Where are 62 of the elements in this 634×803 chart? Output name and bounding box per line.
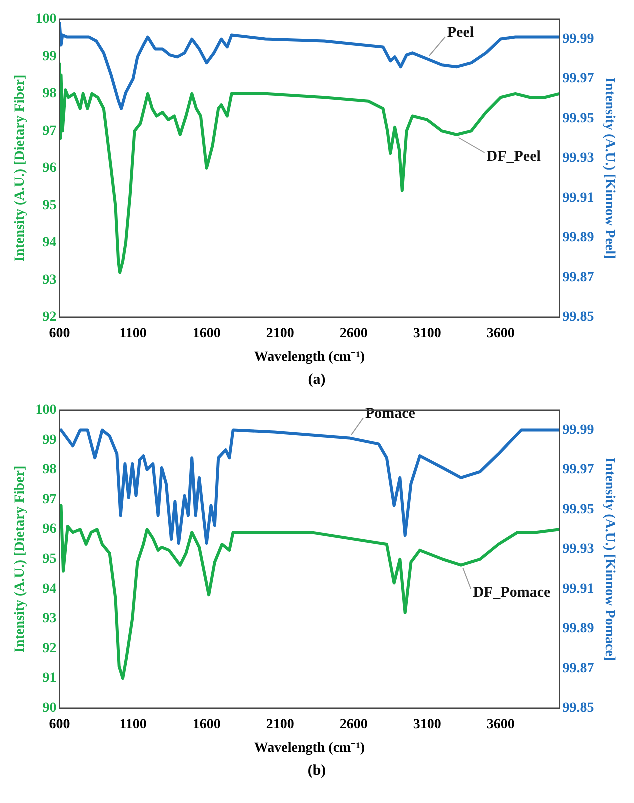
series-label: Peel <box>447 25 474 42</box>
x-tick-label: 2100 <box>266 717 294 732</box>
y2-tick-label: 99.95 <box>562 502 594 518</box>
y-tick-label: 97 <box>42 492 57 508</box>
x-tick-label: 1600 <box>192 717 221 732</box>
x-tick-label: 600 <box>49 326 70 342</box>
y-tick-label: 94 <box>42 236 57 251</box>
y-tick-label: 99 <box>42 432 57 448</box>
y-tick-label: 92 <box>42 310 57 326</box>
y2-tick-label: 99.87 <box>562 661 594 676</box>
y-tick-label: 95 <box>42 552 57 568</box>
y2-tick-label: 99.89 <box>562 622 594 637</box>
y-tick-label: 99 <box>42 49 57 64</box>
y2-tick-label: 99.99 <box>562 32 594 47</box>
y2-tick-label: 99.91 <box>562 190 594 206</box>
y2-tick-label: 99.85 <box>562 310 594 326</box>
y-tick-label: 95 <box>42 198 57 214</box>
x-tick-label: 2600 <box>340 326 368 342</box>
y-tick-label: 98 <box>42 86 57 102</box>
x-tick-label: 3100 <box>413 326 442 342</box>
y-tick-label: 90 <box>42 701 57 716</box>
x-tick-label: 3100 <box>413 717 442 732</box>
x-tick-label: 2100 <box>266 326 294 342</box>
y2-tick-label: 99.91 <box>562 582 594 597</box>
text: (b) <box>306 763 328 780</box>
text: (a) <box>307 372 327 389</box>
y-axis-title: Intensity (A.U.) [Dietary Fiber] <box>13 466 28 653</box>
x-tick-label: 600 <box>49 717 70 732</box>
y-tick-label: 94 <box>42 582 57 597</box>
x-tick-label: 3600 <box>486 717 515 732</box>
y2-axis-title: Intensity (A.U.) [Kinnow Pomace] <box>602 458 617 662</box>
y-tick-label: 100 <box>36 403 57 418</box>
y2-tick-label: 99.87 <box>562 270 594 286</box>
y-tick-label: 97 <box>42 124 57 139</box>
y-tick-label: 98 <box>42 462 57 478</box>
series-label: DF_Peel <box>486 148 541 165</box>
series-label: DF_Pomace <box>473 585 551 602</box>
y-tick-label: 93 <box>42 612 57 627</box>
x-tick-label: 1100 <box>120 326 147 342</box>
y2-tick-label: 99.85 <box>562 701 594 716</box>
y-tick-label: 96 <box>42 522 57 538</box>
y-tick-label: 100 <box>36 12 57 28</box>
y-tick-label: 92 <box>42 641 57 656</box>
series-label: Pomace <box>365 406 416 422</box>
y-axis-title: Intensity (A.U.) [Dietary Fiber] <box>13 74 28 262</box>
y2-tick-label: 99.95 <box>562 111 594 126</box>
y2-tick-label: 99.97 <box>562 462 594 478</box>
x-axis-title: Wavelength (cm⁻¹) <box>254 350 366 366</box>
y2-tick-label: 99.99 <box>562 422 594 438</box>
x-tick-label: 1600 <box>192 326 221 342</box>
y2-tick-label: 99.93 <box>562 151 594 166</box>
x-tick-label: 1100 <box>120 717 147 732</box>
y2-tick-label: 99.89 <box>562 230 594 246</box>
y2-tick-label: 99.93 <box>562 542 594 558</box>
y-tick-label: 96 <box>42 161 57 176</box>
x-tick-label: 2600 <box>340 717 368 732</box>
y-tick-label: 93 <box>42 272 57 288</box>
y2-axis-title: Intensity (A.U.) [Kinnow Peel] <box>602 78 617 260</box>
y-tick-label: 91 <box>42 671 57 686</box>
x-axis-title: Wavelength (cm⁻¹) <box>254 741 366 756</box>
x-tick-label: 3600 <box>486 326 515 342</box>
y2-tick-label: 99.97 <box>562 72 594 87</box>
